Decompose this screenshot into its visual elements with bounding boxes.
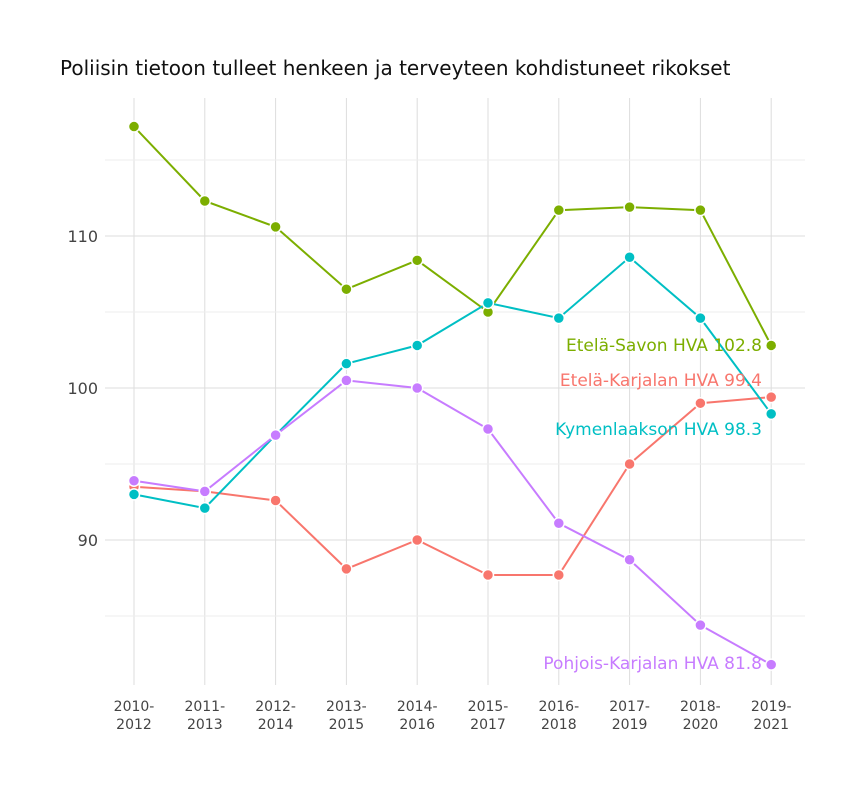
data-point <box>694 396 707 410</box>
data-point <box>340 374 353 387</box>
x-tick-label: 2019-2021 <box>751 699 792 733</box>
y-tick-label: 100 <box>67 379 98 398</box>
series-line <box>133 125 773 346</box>
data-point <box>623 200 636 214</box>
series-end-labels: Etelä-Savon HVA 102.8 Etelä-Karjalan HVA … <box>543 336 762 674</box>
x-tick-label: 2012-2014 <box>255 699 296 733</box>
series-points <box>127 120 778 671</box>
series-end-label: Etelä-Savon HVA 102.8 <box>566 336 762 356</box>
series-end-label: Kymenlaakson HVA 98.3 <box>555 420 762 440</box>
data-point <box>410 254 424 267</box>
data-point <box>694 618 707 632</box>
data-point <box>410 339 424 352</box>
series-line <box>133 379 772 666</box>
data-point <box>552 203 566 217</box>
x-tick-labels: 2010-2012 2011-2013 2012-2014 2013-2015 2014… <box>114 699 792 733</box>
series-line <box>133 255 773 510</box>
x-tick-label: 2014-2016 <box>397 699 438 733</box>
data-point <box>340 357 353 370</box>
data-point <box>764 658 778 671</box>
data-point <box>269 494 282 507</box>
x-tick-label: 2016-2018 <box>538 699 579 733</box>
x-tick-label: 2010-2012 <box>114 699 155 733</box>
data-point <box>694 311 707 325</box>
data-point <box>552 311 566 325</box>
series-end-label: Etelä-Karjalan HVA 99.4 <box>560 371 762 391</box>
data-point <box>481 422 495 436</box>
x-tick-label: 2018-2020 <box>680 699 721 733</box>
data-point <box>340 562 353 576</box>
data-point <box>764 339 778 352</box>
data-point <box>764 407 778 421</box>
data-point <box>127 120 141 133</box>
x-tick-label: 2011-2013 <box>184 699 225 733</box>
y-tick-label: 90 <box>78 531 98 550</box>
data-point <box>198 485 212 498</box>
chart-title: Poliisin tietoon tulleet henkeen ja terv… <box>60 56 731 80</box>
data-point <box>623 251 636 264</box>
data-point <box>269 220 282 234</box>
data-point <box>127 474 141 487</box>
data-point <box>410 533 424 547</box>
series-line <box>133 396 772 576</box>
data-point <box>410 381 424 395</box>
data-point <box>623 553 636 567</box>
data-point <box>481 296 495 310</box>
data-point <box>198 501 212 515</box>
series-end-label: Pohjois-Karjalan HVA 81.8 <box>543 654 762 674</box>
data-point <box>269 428 282 442</box>
data-point <box>623 457 636 471</box>
x-tick-label: 2017-2019 <box>609 699 650 733</box>
y-tick-label: 110 <box>67 227 98 246</box>
data-point <box>481 568 495 582</box>
data-point <box>552 517 566 530</box>
grid-lines <box>105 98 805 685</box>
data-point <box>198 194 212 208</box>
data-point <box>340 282 353 296</box>
data-point <box>694 203 707 217</box>
data-point <box>764 390 778 404</box>
x-tick-label: 2015-2017 <box>468 699 509 733</box>
data-point <box>127 488 141 501</box>
data-point <box>552 568 566 582</box>
x-tick-label: 2013-2015 <box>326 699 367 733</box>
series-lines <box>133 125 773 666</box>
y-tick-labels: 90 100 110 <box>67 227 98 550</box>
